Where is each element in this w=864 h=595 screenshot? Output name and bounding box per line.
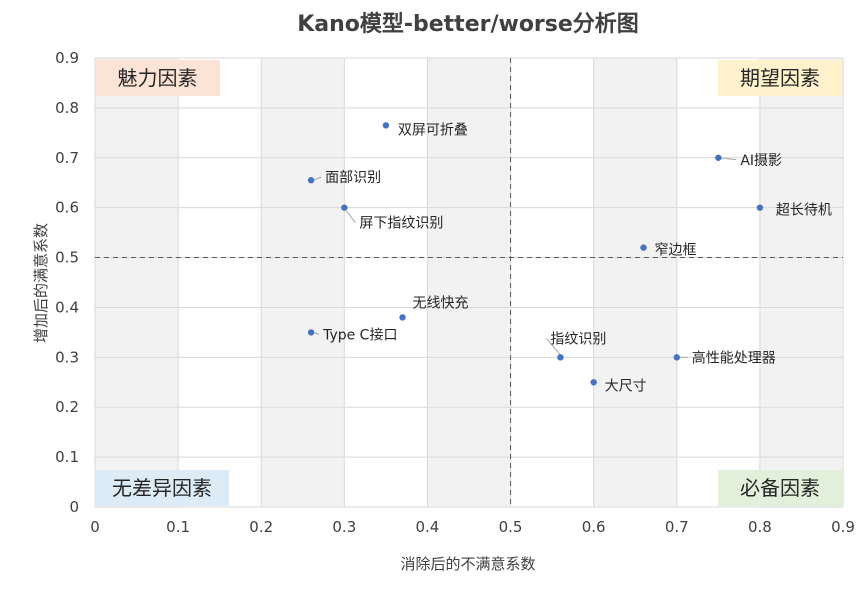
x-tick-label: 0.6	[582, 518, 606, 536]
quadrant-label-background	[95, 470, 229, 506]
quadrant-label-background	[718, 470, 842, 506]
data-point	[673, 354, 680, 361]
x-tick-label: 0.2	[249, 518, 273, 536]
data-point-label: 大尺寸	[605, 378, 647, 394]
label-leader-line	[345, 210, 356, 223]
plot-band	[427, 58, 511, 507]
data-point	[557, 354, 564, 361]
data-point	[640, 244, 647, 251]
plot-band	[593, 58, 677, 507]
data-point-label: 指纹识别	[550, 331, 606, 347]
x-tick-label: 0.5	[499, 518, 523, 536]
data-point	[399, 314, 406, 321]
x-tick-label: 0.3	[332, 518, 356, 536]
y-tick-label: 0.9	[55, 49, 79, 67]
quadrant-label-background	[718, 60, 842, 96]
axis-ticks: 0 0.1 0.2 0.3 0.4 0.5 0.6 0.7 0.8 0.9 0 0.1 0.2 0.3 0.…	[55, 49, 855, 536]
data-point-label: 双屏可折叠	[398, 122, 468, 138]
y-tick-label: 0.7	[55, 149, 79, 167]
y-tick-label: 0.8	[55, 99, 79, 117]
x-tick-label: 0	[90, 518, 100, 536]
data-point-label: 无线快充	[413, 295, 469, 311]
plot-band	[759, 58, 843, 507]
grid-lines	[94, 57, 844, 508]
data-point-label: 高性能处理器	[692, 349, 776, 366]
data-point	[590, 379, 597, 386]
y-tick-label: 0.6	[55, 199, 79, 217]
x-tick-label: 0.1	[166, 518, 190, 536]
x-tick-label: 0.8	[748, 518, 772, 536]
data-point	[341, 204, 348, 211]
y-tick-label: 0.3	[55, 348, 79, 366]
label-leader-line	[720, 157, 737, 161]
quadrant-label: 期望因素	[740, 66, 820, 90]
quadrant-label: 必备因素	[740, 476, 820, 500]
y-tick-label: 0.4	[55, 298, 79, 316]
quadrant-label: 无差异因素	[112, 476, 212, 500]
chart-title: Kano模型-better/worse分析图	[297, 12, 639, 37]
data-point-label: Type C接口	[322, 326, 397, 343]
plot-background	[95, 58, 843, 507]
y-tick-label: 0.2	[55, 398, 79, 416]
data-point	[382, 122, 390, 129]
plot-band	[95, 58, 179, 507]
y-tick-label: 0.1	[55, 448, 79, 466]
plot-band	[261, 58, 345, 507]
y-axis-label: 增加后的满意系数	[32, 223, 50, 343]
data-point-label: 屏下指纹识别	[359, 216, 443, 232]
x-axis-label: 消除后的不满意系数	[400, 555, 535, 573]
y-tick-label: 0.5	[55, 249, 79, 267]
data-point-label: AI摄影	[740, 153, 782, 169]
y-tick-label: 0	[69, 498, 79, 516]
x-tick-label: 0.7	[665, 518, 689, 536]
quadrant-label: 魅力因素	[118, 66, 198, 90]
data-point-label: 面部识别	[325, 170, 381, 186]
data-point-label: 窄边框	[655, 242, 697, 259]
data-point	[307, 177, 315, 184]
label-leader-line	[312, 176, 322, 181]
data-point-label: 超长待机	[776, 203, 832, 219]
x-tick-label: 0.9	[831, 518, 855, 536]
data-point	[756, 204, 764, 211]
data-point	[307, 329, 315, 336]
data-point	[715, 154, 722, 161]
quadrant-label-background	[95, 60, 220, 96]
reference-lines	[95, 58, 843, 507]
label-leader-line	[546, 338, 563, 358]
x-tick-label: 0.4	[416, 518, 440, 536]
